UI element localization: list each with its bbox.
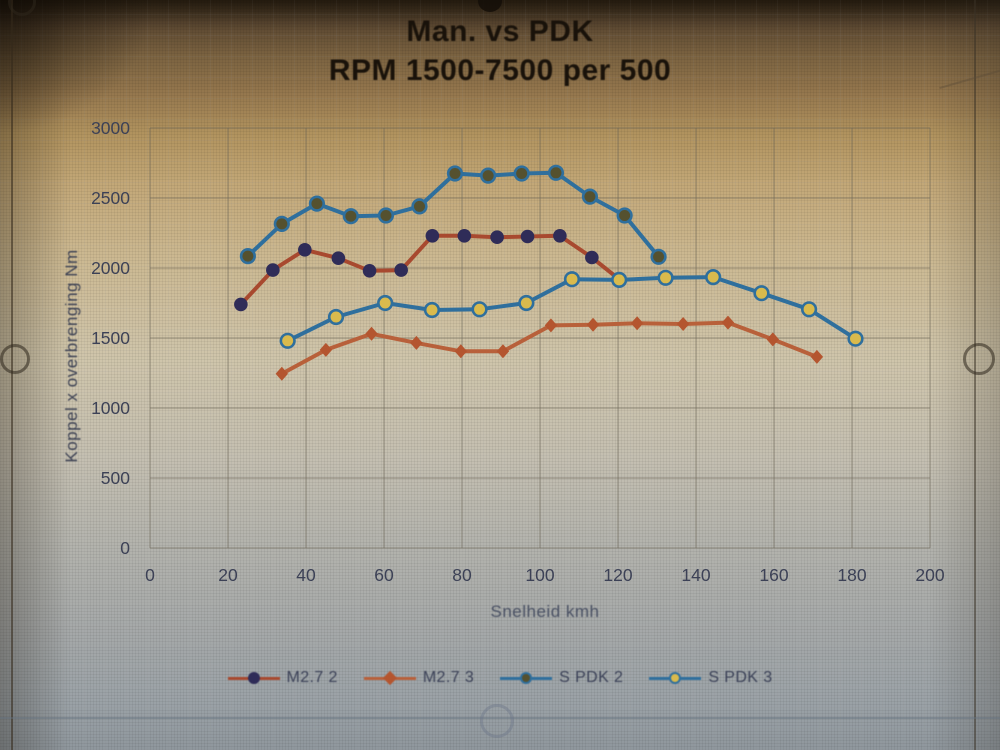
x-tick-label: 180 [837, 565, 866, 585]
y-tick-label: 500 [101, 468, 130, 488]
y-axis-title: Koppel x overbrenging Nm [62, 249, 81, 463]
y-tick-label: 1000 [91, 398, 130, 418]
data-point-S-PDK-3 [377, 294, 394, 312]
x-tick-label: 40 [296, 565, 316, 585]
data-point-S-PDK-2 [513, 165, 530, 182]
legend-item-S-PDK-2: S PDK 2 [500, 669, 623, 687]
binder-ring-top-left [8, 0, 36, 16]
data-point-M2.7-2 [298, 243, 312, 257]
data-point-M2.7-3 [586, 317, 600, 332]
chart-legend: M2.7 2 M2.7 3 S PDK 2 S PDK 3 [0, 665, 1000, 691]
punch-hole-top-center [478, 0, 502, 12]
data-point-M2.7-2 [331, 251, 346, 265]
data-point-S-PDK-2 [616, 207, 633, 224]
legend-item-S-PDK-3: S PDK 3 [649, 669, 772, 687]
legend-marker-diamond [382, 670, 397, 686]
data-point-S-PDK-2 [377, 207, 395, 224]
y-tick-label: 2000 [91, 258, 130, 278]
data-point-S-PDK-3 [705, 269, 722, 286]
data-point-M2.7-3 [766, 332, 780, 347]
y-tick-label: 3000 [91, 118, 130, 138]
data-point-S-PDK-3 [611, 271, 628, 289]
legend-marker-icon [363, 670, 416, 686]
legend-marker-circle [669, 672, 682, 684]
data-point-M2.7-2 [266, 263, 280, 277]
x-tick-label: 60 [374, 565, 394, 585]
data-point-M2.7-3 [630, 316, 644, 331]
legend-label: S PDK 2 [559, 669, 624, 686]
data-point-M2.7-2 [553, 229, 567, 243]
data-point-M2.7-3 [319, 342, 333, 357]
y-tick-label: 1500 [91, 328, 130, 348]
x-tick-label: 0 [145, 565, 155, 585]
x-tick-label: 20 [218, 565, 238, 585]
data-point-M2.7-3 [810, 349, 824, 364]
data-point-M2.7-3 [721, 315, 735, 330]
data-point-M2.7-2 [520, 229, 535, 244]
data-point-S-PDK-3 [471, 301, 488, 318]
data-point-S-PDK-2 [480, 167, 497, 184]
data-point-S-PDK-3 [279, 332, 296, 349]
data-point-S-PDK-3 [753, 285, 770, 302]
data-point-S-PDK-3 [518, 294, 535, 312]
binder-ring-bottom-center [480, 704, 514, 738]
legend-label: M2.7 2 [286, 669, 338, 686]
data-point-S-PDK-2 [342, 208, 359, 225]
data-point-S-PDK-3 [327, 308, 345, 326]
series-line-S-PDK-2 [245, 170, 661, 259]
data-point-S-PDK-2 [411, 198, 428, 215]
data-point-M2.7-2 [490, 230, 504, 244]
x-tick-label: 120 [603, 565, 632, 585]
x-tick-label: 200 [915, 565, 944, 585]
legend-marker-icon [649, 671, 702, 685]
legend-item-M2.7-2: M2.7 2 [227, 669, 338, 687]
data-point-S-PDK-2 [547, 164, 565, 181]
data-point-S-PDK-3 [423, 301, 441, 319]
data-point-S-PDK-3 [563, 271, 581, 288]
data-point-S-PDK-3 [657, 269, 674, 286]
data-point-S-PDK-2 [581, 188, 599, 205]
x-axis-title: Snelheid kmh [490, 602, 600, 621]
data-point-M2.7-2 [362, 264, 377, 278]
series-line-M2.7-2 [238, 233, 622, 307]
data-point-M2.7-2 [457, 229, 472, 243]
data-point-M2.7-3 [676, 317, 690, 331]
data-point-M2.7-2 [425, 229, 440, 243]
binder-ring-right [963, 343, 995, 375]
legend-marker-circle [247, 672, 260, 684]
data-point-S-PDK-3 [847, 330, 864, 347]
data-point-M2.7-3 [365, 326, 378, 341]
x-tick-label: 100 [525, 565, 554, 585]
data-point-M2.7-3 [275, 366, 289, 381]
data-point-M2.7-3 [454, 344, 468, 359]
y-tick-label: 2500 [91, 188, 130, 208]
data-point-S-PDK-2 [446, 165, 464, 182]
data-point-M2.7-3 [496, 344, 510, 359]
legend-item-M2.7-3: M2.7 3 [363, 669, 475, 687]
legend-marker-circle [520, 672, 533, 684]
y-tick-label: 0 [120, 538, 130, 558]
data-point-S-PDK-2 [308, 195, 326, 212]
notebook-margin-line-left [11, 0, 13, 750]
x-tick-label: 160 [759, 565, 788, 585]
x-tick-label: 140 [681, 565, 710, 585]
legend-marker-icon [500, 671, 553, 685]
data-point-S-PDK-3 [800, 301, 818, 318]
data-point-S-PDK-2 [239, 248, 256, 265]
legend-label: M2.7 3 [422, 669, 475, 686]
x-tick-label: 80 [452, 565, 472, 585]
notebook-margin-line-right [974, 0, 976, 750]
data-point-M2.7-3 [544, 318, 558, 333]
data-point-S-PDK-2 [273, 215, 290, 232]
data-point-S-PDK-2 [650, 248, 667, 265]
data-point-M2.7-2 [394, 263, 408, 277]
legend-marker-icon [227, 671, 280, 685]
data-point-M2.7-2 [234, 297, 248, 312]
legend-label: S PDK 3 [708, 669, 773, 686]
data-point-M2.7-2 [585, 250, 599, 265]
binder-ring-left [0, 344, 30, 374]
